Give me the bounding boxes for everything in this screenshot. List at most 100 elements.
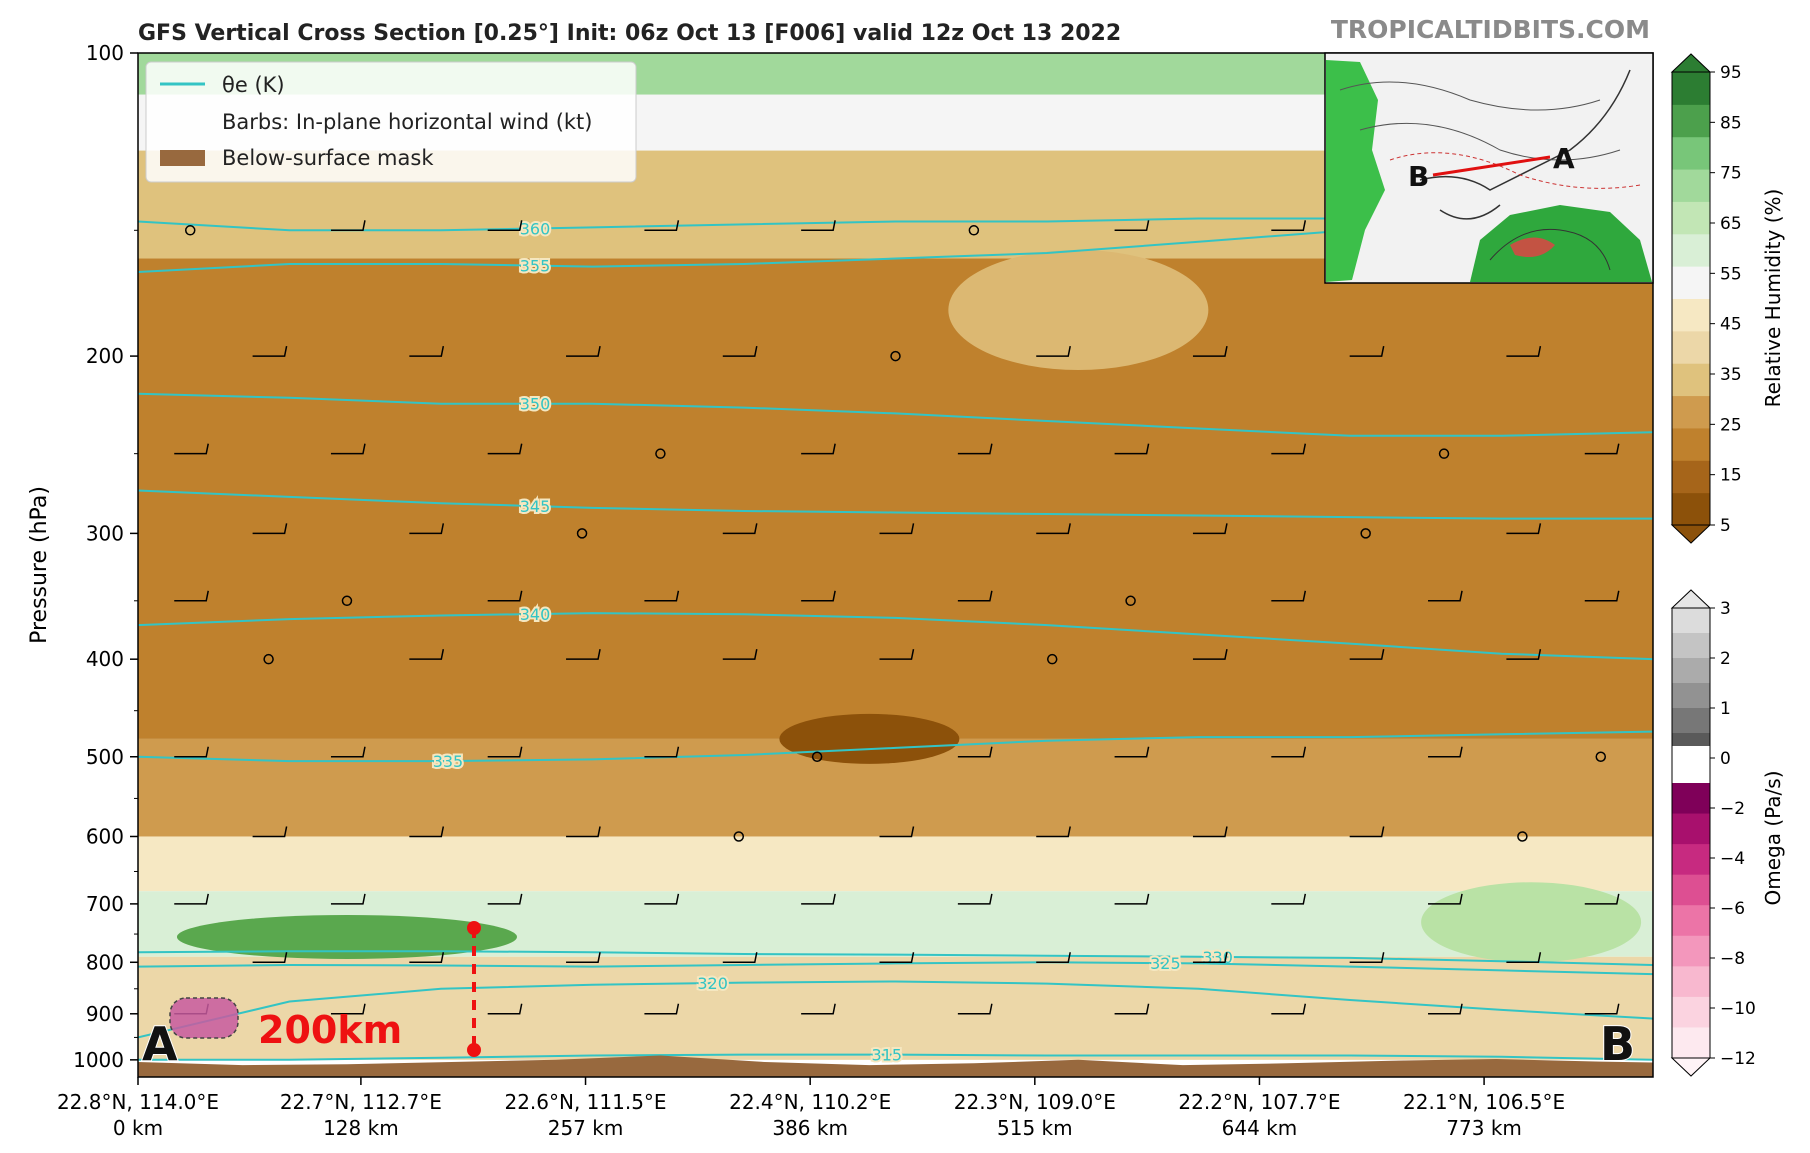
wind-barb — [252, 952, 288, 964]
y-tick-label: 900 — [86, 1002, 124, 1026]
wind-barb — [801, 443, 836, 455]
wind-barb — [1271, 746, 1307, 758]
mask-legend-swatch — [160, 150, 205, 166]
omega-colorbar-segment — [1672, 844, 1710, 876]
rh-colorbar-tick-label: 25 — [1720, 415, 1742, 435]
y-tick-label: 400 — [86, 647, 124, 671]
omega-blob-box — [169, 997, 239, 1039]
rh-colorbar-segment — [1672, 72, 1710, 105]
wind-barb — [174, 443, 209, 455]
rh-colorbar-segment — [1672, 104, 1710, 138]
omega-colorbar-tick-label: 3 — [1720, 599, 1731, 619]
x-tick-distance: 386 km — [772, 1116, 848, 1140]
annotations: A B 200km — [141, 921, 1636, 1072]
rh-colorbar-segment — [1672, 395, 1710, 429]
y-tick-label: 200 — [86, 344, 124, 368]
wind-barb — [1349, 345, 1385, 357]
omega-colorbar-segment — [1672, 996, 1710, 1028]
rh-colorbar-frame — [1671, 71, 1711, 526]
omega-colorbar-segment — [1672, 608, 1710, 634]
omega-colorbar-segment — [1672, 633, 1710, 659]
wind-barb — [487, 220, 523, 232]
inset-map: B A — [1324, 52, 1654, 284]
distance-marker-top — [467, 921, 481, 935]
wind-barb — [1506, 649, 1542, 660]
wind-barb-calm — [655, 448, 666, 459]
wind-barb — [409, 345, 445, 357]
wind-barb-calm — [1438, 448, 1450, 459]
wind-barb — [487, 746, 523, 758]
wind-barb — [1114, 1003, 1150, 1015]
rh-moist-core — [176, 914, 517, 959]
wind-barb — [1428, 1003, 1463, 1015]
wind-barb — [409, 523, 445, 535]
rh-upper-patch — [948, 250, 1209, 371]
omega-colorbar-segment — [1672, 658, 1710, 684]
wind-barb — [252, 826, 288, 838]
y-tick-label: 600 — [86, 824, 124, 848]
inset-coast — [1419, 69, 1631, 220]
x-tick-distance: 257 km — [548, 1116, 624, 1140]
wind-barb — [1192, 523, 1228, 535]
wind-barb — [409, 826, 445, 838]
wind-barb — [1036, 523, 1071, 535]
wind-barb — [1428, 746, 1463, 758]
wind-barb — [1584, 443, 1620, 455]
rh-colorbar-bottom-arrow — [1670, 524, 1712, 544]
wind-barb — [174, 893, 209, 905]
distance-marker-bottom — [467, 1043, 481, 1057]
wind-barb — [487, 443, 523, 455]
wind-barb — [644, 590, 680, 602]
y-tick-label: 100 — [86, 41, 124, 65]
wind-barb — [801, 893, 836, 905]
wind-barb — [252, 345, 288, 357]
inset-label-b: B — [1408, 160, 1429, 193]
wind-barb — [1271, 220, 1307, 232]
omega-colorbar-segment — [1672, 966, 1710, 998]
wind-barb — [644, 220, 680, 232]
wind-barb — [879, 649, 915, 660]
legend: θe (K) Barbs: In-plane horizontal wind (… — [145, 61, 637, 183]
wind-barb — [1506, 523, 1542, 535]
rh-dry-patch — [779, 713, 960, 764]
wind-barb — [644, 746, 680, 758]
wind-barb — [330, 893, 366, 905]
wind-barb — [174, 590, 209, 602]
wind-barb — [1036, 952, 1071, 964]
rh-colorbar-segment — [1672, 233, 1710, 267]
wind-barb — [957, 1003, 993, 1015]
omega-colorbar-segment — [1672, 935, 1710, 967]
inset-isobar-2 — [1359, 122, 1621, 161]
omega-colorbar-top-arrow — [1670, 589, 1712, 609]
wind-barb — [1192, 649, 1228, 660]
wind-barb — [1271, 443, 1307, 455]
wind-barb — [644, 1003, 680, 1015]
figure-title: GFS Vertical Cross Section [0.25°] Init:… — [138, 21, 1121, 46]
theta-e-line — [138, 392, 1653, 437]
inset-section-line — [1432, 155, 1551, 177]
theta-e-label: 360 — [520, 219, 551, 238]
wind-barb-calm — [1046, 653, 1058, 665]
theta-e-line — [138, 961, 1653, 976]
wind-barb — [1584, 1003, 1620, 1015]
wind-barb — [1506, 952, 1542, 964]
x-tick-distance: 773 km — [1446, 1116, 1522, 1140]
inset-isobar-1 — [1339, 81, 1601, 111]
inset-storm-green — [1470, 205, 1652, 282]
omega-colorbar-tick-label: −10 — [1720, 999, 1756, 1019]
wind-barb — [1349, 952, 1385, 964]
wind-barb — [722, 649, 758, 660]
omega-colorbar-segment — [1672, 1027, 1710, 1059]
wind-barb-calm — [811, 751, 823, 763]
wind-barb — [487, 590, 523, 602]
wind-barb-calm — [1517, 831, 1528, 842]
rh-colorbar-segment — [1672, 460, 1710, 494]
wind-barb — [1584, 590, 1620, 602]
wind-barb-calm — [263, 653, 274, 665]
omega-colorbar-tick-label: −8 — [1720, 949, 1745, 969]
point-b-label: B — [1600, 1017, 1635, 1071]
inset-isobar-3 — [1389, 152, 1641, 189]
x-tick-coord: 22.2°N, 107.7°E — [1178, 1090, 1340, 1114]
